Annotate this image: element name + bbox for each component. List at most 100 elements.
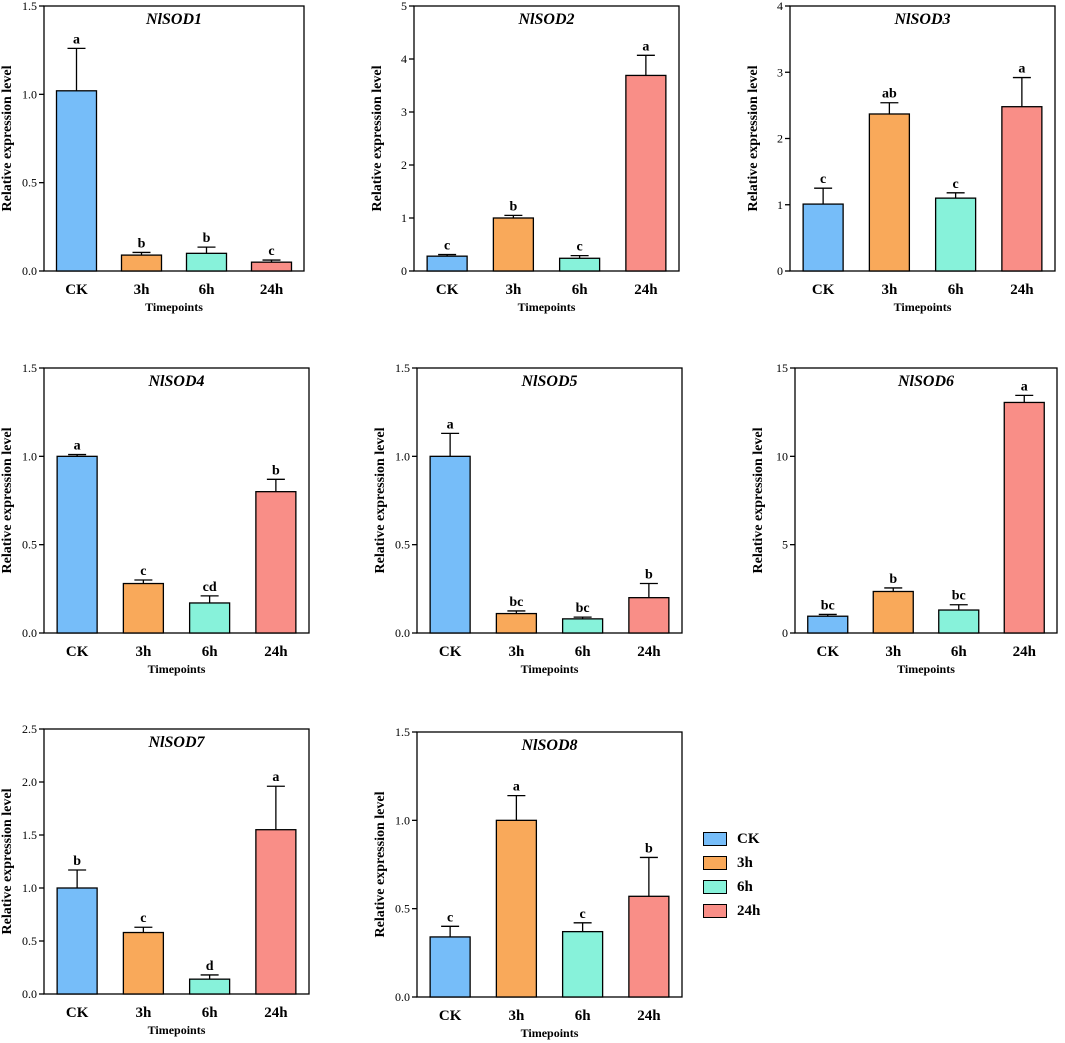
chart-1-xtick-label: 24h	[260, 282, 284, 298]
chart-5-xtick-label: 24h	[637, 644, 661, 660]
chart-5-bar-6h	[561, 618, 604, 634]
chart-1-ytick-label: 0.5	[22, 176, 37, 190]
chart-8-xtick-label: 24h	[637, 1008, 661, 1024]
chart-2-xtick-label: 3h	[505, 282, 522, 298]
chart-8-xlabel: Timepoints	[521, 1026, 579, 1040]
chart-8-xtick-label: 6h	[575, 1008, 592, 1024]
chart-2-bar-6h	[558, 257, 601, 272]
chart-7-ylabel: Relative expression level	[0, 788, 15, 934]
chart-7-ytick-label: 1.0	[22, 881, 37, 895]
chart-2-ytick-label: 4	[401, 52, 407, 66]
chart-1-sig-letter-ck: a	[73, 32, 80, 47]
chart-6-ytick-label: 0	[782, 626, 788, 640]
chart-1-xtick-label: 6h	[199, 282, 216, 298]
legend-label-6h: 6h	[737, 878, 753, 895]
chart-2-ytick-label: 1	[401, 211, 407, 225]
chart-6-xtick-label: 6h	[951, 644, 968, 660]
chart-8-bar-ck	[429, 936, 471, 998]
chart-7-frame	[43, 728, 310, 995]
chart-2-bar-24h	[625, 74, 667, 272]
chart-1-ytick-label: 0.0	[22, 264, 37, 278]
chart-3-xtick-label: 3h	[881, 282, 898, 298]
chart-8-xtick-label: 3h	[508, 1008, 525, 1024]
chart-6-sig-letter-24h: a	[1021, 379, 1028, 394]
chart-4-xtick-label: 24h	[264, 644, 288, 660]
chart-3-xlabel: Timepoints	[894, 300, 952, 314]
chart-5-xtick-label: 6h	[575, 644, 592, 660]
chart-2-sig-letter-6h: c	[577, 240, 583, 255]
chart-6-sig-letter-3h: b	[889, 572, 897, 587]
chart-7-xtick-label: CK	[66, 1005, 89, 1021]
chart-7-title: NlSOD7	[147, 734, 205, 751]
chart-1-xlabel: Timepoints	[145, 300, 203, 314]
legend-swatch-6h	[703, 880, 727, 894]
chart-6-bar-ck	[807, 615, 849, 634]
chart-3-ylabel: Relative expression level	[746, 65, 761, 211]
chart-7-xlabel: Timepoints	[148, 1023, 206, 1037]
chart-8-ytick-label: 1.0	[395, 813, 410, 827]
chart-4-sig-letter-6h: cd	[203, 580, 217, 595]
chart-1-ylabel: Relative expression level	[0, 65, 15, 211]
chart-2-ytick-label: 5	[401, 0, 407, 13]
chart-5-title: NlSOD5	[520, 373, 577, 390]
chart-5-sig-letter-ck: a	[447, 417, 454, 432]
chart-5-bar-3h	[495, 612, 538, 634]
chart-7-ytick-label: 0.0	[22, 987, 37, 1001]
chart-4-frame	[43, 367, 310, 634]
chart-8-title: NlSOD8	[520, 737, 577, 754]
chart-3-bar-6h	[934, 197, 977, 272]
chart-6-xtick-label: 24h	[1013, 644, 1037, 660]
chart-7-bar-3h	[122, 931, 165, 995]
chart-6-ytick-label: 5	[782, 538, 788, 552]
chart-6-xtick-label: 3h	[885, 644, 902, 660]
chart-6-xtick-label: CK	[817, 644, 840, 660]
chart-8-bar-3h	[495, 819, 538, 998]
chart-6-title: NlSOD6	[897, 373, 954, 390]
chart-6-ytick-label: 15	[776, 361, 788, 375]
chart-7-sig-letter-ck: b	[73, 854, 81, 869]
chart-6-sig-letter-6h: bc	[952, 589, 966, 604]
chart-7-bar-6h	[188, 978, 231, 995]
chart-5-xtick-label: CK	[439, 644, 462, 660]
chart-4-xtick-label: 3h	[135, 644, 152, 660]
legend-item-6h: 6h	[703, 876, 760, 898]
chart-5-ytick-label: 0.5	[395, 538, 410, 552]
chart-3-xtick-label: 24h	[1010, 282, 1034, 298]
chart-6-xlabel: Timepoints	[897, 662, 955, 676]
chart-5-ytick-label: 1.0	[395, 449, 410, 463]
chart-5-ytick-label: 1.5	[395, 361, 410, 375]
chart-2-bar-3h	[492, 217, 535, 272]
chart-3-ytick-label: 3	[777, 65, 783, 79]
chart-7-xtick-label: 3h	[135, 1005, 152, 1021]
chart-5-bar-ck	[429, 455, 471, 634]
chart-1-sig-letter-3h: b	[138, 236, 146, 251]
chart-7-sig-letter-3h: c	[140, 911, 146, 926]
chart-3-ytick-label: 1	[777, 198, 783, 212]
chart-5-ytick-label: 0.0	[395, 626, 410, 640]
chart-5-frame	[416, 367, 683, 634]
chart-6-bar-6h	[938, 609, 980, 634]
chart-8-ytick-label: 1.5	[395, 725, 410, 739]
chart-4-ytick-label: 0.5	[22, 538, 37, 552]
chart-1-bar-24h	[250, 261, 293, 272]
chart-3-xtick-label: CK	[812, 282, 835, 298]
chart-2-ytick-label: 0	[401, 264, 407, 278]
chart-8-ytick-label: 0.0	[395, 990, 410, 1004]
legend-item-ck: CK	[703, 828, 760, 850]
chart-3-title: NlSOD3	[893, 11, 950, 28]
chart-4-bar-ck	[56, 455, 98, 634]
chart-4-xtick-label: CK	[66, 644, 89, 660]
chart-6-bar-3h	[872, 590, 914, 634]
chart-1-bar-ck	[55, 90, 98, 272]
chart-8-ytick-label: 0.5	[395, 902, 410, 916]
chart-4-xtick-label: 6h	[202, 644, 219, 660]
legend: CK 3h 6h 24h	[703, 828, 760, 924]
chart-8-bar-24h	[628, 895, 670, 998]
chart-2-xlabel: Timepoints	[518, 300, 576, 314]
chart-8-frame	[416, 731, 683, 998]
chart-1-title: NlSOD1	[145, 11, 202, 28]
chart-5-sig-letter-3h: bc	[509, 595, 523, 610]
chart-7-ytick-label: 2.5	[22, 722, 37, 736]
chart-4-title: NlSOD4	[147, 373, 204, 390]
chart-4-ytick-label: 1.0	[22, 449, 37, 463]
